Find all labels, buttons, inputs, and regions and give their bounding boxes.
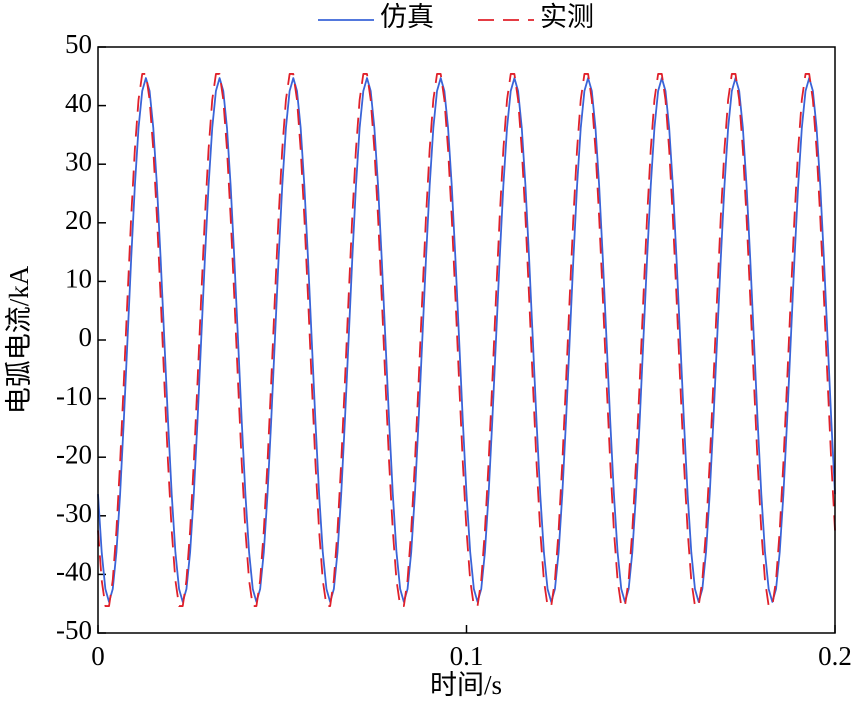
y-tick-label: -10: [56, 381, 92, 411]
y-tick-label: 20: [65, 205, 92, 235]
y-axis-label: 电弧电流/kA: [4, 265, 34, 414]
y-tick-label: 0: [79, 322, 93, 352]
y-tick-label: 30: [65, 146, 92, 176]
y-tick-label: 40: [65, 88, 92, 118]
legend-label: 实测: [540, 2, 594, 32]
x-tick-label: 0.2: [818, 641, 852, 671]
x-tick-label: 0: [91, 641, 105, 671]
data-line: [97, 77, 836, 603]
y-tick-label: -50: [56, 615, 92, 645]
legend-label: 仿真: [380, 2, 434, 32]
y-tick-label: 50: [65, 29, 92, 59]
x-tick-label: 0.1: [450, 641, 484, 671]
plot-frame: [97, 46, 836, 634]
y-tick-label: -40: [56, 557, 92, 587]
y-tick-label: 10: [65, 264, 92, 294]
y-tick-label: -30: [56, 498, 92, 528]
y-tick-label: -20: [56, 439, 92, 469]
x-axis-label: 时间/s: [430, 670, 502, 700]
